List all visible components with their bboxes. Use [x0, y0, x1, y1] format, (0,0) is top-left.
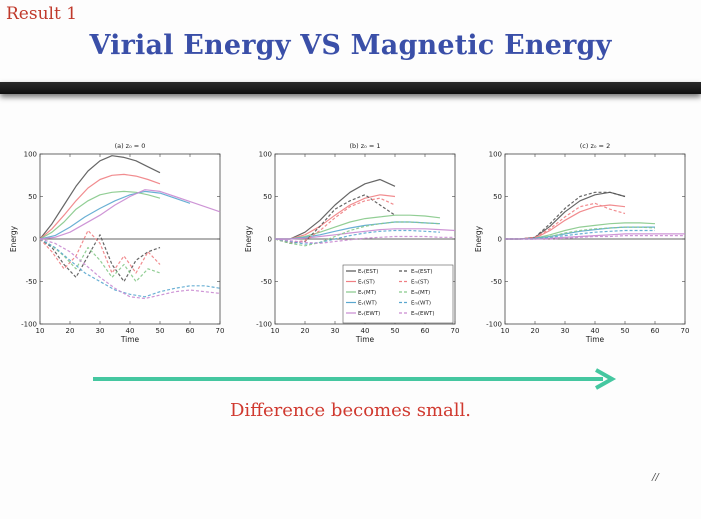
legend-label: Eᵥ(WT)	[358, 301, 377, 307]
trend-arrow-head	[595, 368, 617, 390]
series-line-dashed-7	[274, 221, 441, 247]
y-tick-label: -100	[256, 321, 272, 329]
x-tick-label: 60	[421, 327, 430, 335]
y-tick-label: 100	[489, 151, 502, 159]
x-tick-label: 50	[156, 327, 165, 335]
series-line-solid-0	[39, 155, 161, 240]
slide-title: Virial Energy VS Magnetic Energy	[89, 30, 612, 61]
x-tick-label: 40	[126, 327, 135, 335]
series-line-solid-0	[275, 178, 396, 240]
x-tick-label: 20	[301, 327, 310, 335]
legend-label: Eᵥ(EWT)	[358, 311, 380, 317]
y-axis-label: Energy	[474, 225, 483, 252]
x-tick-label: 20	[531, 327, 540, 335]
x-tick-label: 70	[681, 327, 690, 335]
x-tick-label: 10	[501, 327, 510, 335]
y-tick-label: -50	[26, 278, 37, 286]
series-line-solid-2	[275, 214, 441, 240]
y-tick-label: 100	[24, 151, 37, 159]
legend-box	[342, 264, 454, 324]
chart-title: (a) z₀ = 0	[115, 142, 146, 150]
series-line-solid-1	[39, 173, 161, 240]
x-tick-label: 10	[36, 327, 45, 335]
legend-label: Eᵥ(EST)	[358, 269, 378, 275]
x-axis-label: Time	[120, 335, 140, 344]
y-axis-label: Energy	[9, 225, 18, 252]
x-tick-label: 70	[451, 327, 460, 335]
y-tick-label: -100	[486, 321, 502, 329]
chart-panel-1: (b) z₀ = 1 -100 -50 0 50 100 10 20 30 40 50 60 70 Tim…	[244, 142, 459, 344]
chart-panel-0: (a) z₀ = 0 -100 -50 0 50 100 10 20 30 40 50 60 70 Tim…	[9, 142, 224, 344]
y-tick-label: 100	[259, 151, 272, 159]
x-tick-label: 40	[361, 327, 370, 335]
legend-label: Eₘ(ST)	[411, 280, 429, 286]
y-tick-label: -50	[491, 278, 502, 286]
result-label: Result 1	[6, 4, 78, 24]
x-tick-label: 70	[216, 327, 225, 335]
chart-title: (c) z₀ = 2	[580, 142, 610, 150]
y-tick-label: 0	[268, 236, 272, 244]
title-banner-bar	[0, 82, 701, 94]
x-tick-label: 20	[66, 327, 75, 335]
slide-caption: Difference becomes small.	[230, 400, 471, 421]
series-line-dashed-6	[39, 229, 161, 274]
series-line-solid-4	[275, 228, 456, 240]
chart-title: (b) z₀ = 1	[350, 142, 381, 150]
legend-label: Eᵥ(ST)	[358, 280, 375, 286]
x-tick-label: 30	[96, 327, 105, 335]
y-tick-label: 50	[263, 193, 272, 201]
x-axis-label: Time	[355, 335, 375, 344]
y-tick-label: 0	[33, 236, 37, 244]
legend-label: Eₘ(EST)	[411, 269, 433, 275]
series-line-dashed-8	[39, 238, 221, 298]
series-line-dashed-8	[274, 229, 441, 245]
x-tick-label: 40	[591, 327, 600, 335]
x-tick-label: 10	[271, 327, 280, 335]
x-axis-label: Time	[585, 335, 605, 344]
x-tick-label: 60	[651, 327, 660, 335]
x-tick-label: 30	[561, 327, 570, 335]
trend-arrow	[93, 368, 617, 390]
x-tick-label: 50	[621, 327, 630, 335]
series-line-dashed-9	[274, 235, 455, 244]
x-tick-label: 30	[331, 327, 340, 335]
x-tick-label: 50	[391, 327, 400, 335]
series-line-solid-4	[39, 189, 221, 240]
y-axis-label: Energy	[244, 225, 253, 252]
chart-panel-2: (c) z₀ = 2 -100 -50 0 50 100 10 20 30 40 50 60 70 Tim…	[474, 142, 689, 344]
series-line-dashed-9	[39, 238, 221, 300]
y-tick-label: 0	[498, 236, 502, 244]
y-tick-label: -100	[21, 321, 37, 329]
x-tick-label: 60	[186, 327, 195, 335]
y-tick-label: 50	[493, 193, 502, 201]
y-tick-label: -50	[261, 278, 272, 286]
legend-label: Eₘ(MT)	[411, 290, 430, 296]
series-line-dashed-5	[39, 234, 161, 283]
y-tick-label: 50	[28, 193, 37, 201]
legend-label: Eᵥ(MT)	[358, 290, 376, 296]
series-line-solid-3	[39, 190, 191, 240]
page-number: //	[652, 472, 659, 483]
legend-label: Eₘ(WT)	[411, 301, 431, 307]
series-line-dashed-9	[505, 234, 685, 240]
legend-label: Eₘ(EWT)	[411, 311, 434, 317]
